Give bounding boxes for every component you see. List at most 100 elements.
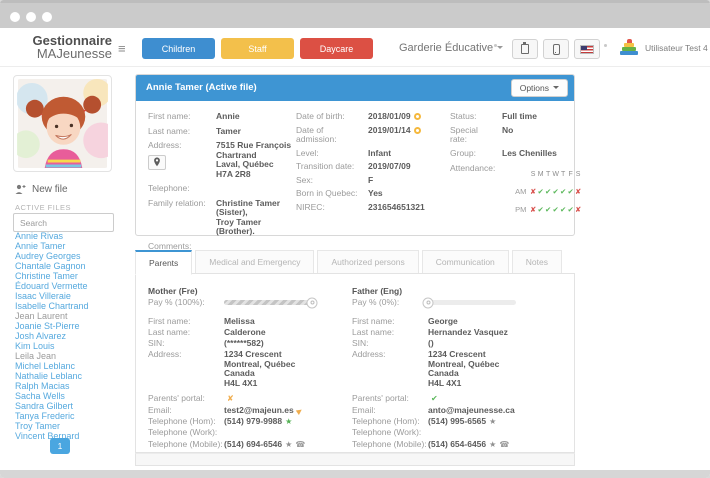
pay-percent-slider[interactable] [422,297,516,309]
active-file-link[interactable]: Ralph Macias [15,381,70,391]
tab-authorized[interactable]: Authorized persons [317,250,419,274]
field-label: Telephone (Hom): [352,415,420,426]
tabs-panel: Parents Medical and Emergency Authorized p… [135,250,575,466]
details-column-status: Status: Full time Special rate: No Group: Les… [450,111,581,217]
user-menu[interactable]: Utilisateur Test 4 [645,43,710,53]
main-nav: Children Staff Daycare [142,38,373,59]
active-file-link[interactable]: Édouard Vermette [15,281,88,291]
search-input[interactable] [13,213,114,232]
options-button[interactable]: Options [510,79,568,97]
field-label: Last name: [148,125,191,136]
window-control-dot[interactable] [42,12,52,22]
mobile-icon [552,43,560,55]
field-value: No [502,124,514,135]
active-file-link[interactable]: Vincent Bernard [15,431,80,441]
window-control-dot[interactable] [10,12,20,22]
tab-medical[interactable]: Medical and Emergency [195,250,315,274]
new-file-button[interactable]: New file [15,184,68,195]
nav-button-staff[interactable]: Staff [221,38,294,59]
field-value [216,184,296,193]
separator-dot [604,44,607,47]
field-label: First name: [148,315,191,326]
check-mark-icon: ✔ [552,205,559,214]
field-value: Melissa [224,315,255,326]
field-value: Hernandez Vasquez [428,326,508,337]
field-label: Telephone (Mobile): [352,438,427,449]
field-value: 1234 Crescent Montreal, Québec Canada H4L 4… [224,349,296,388]
active-files-list: Annie Rivas Annie Tamer Audrey Georges Chan… [15,231,125,441]
daycare-selector-label: Garderie Éducative [399,42,494,54]
tab-communication[interactable]: Communication [421,250,509,274]
mother-title: Mother (Fre) [148,286,198,296]
field-value: 1234 Crescent Montreal, Québec Canada H4L 4… [428,349,500,388]
window-control-dot[interactable] [26,12,36,22]
active-file-link[interactable]: Annie Tamer [15,241,66,251]
check-mark-icon: ✔ [567,205,574,214]
field-value: (514) 995-6565 [428,416,552,427]
mother-details: First name: Melissa Last name: Calderone SIN… [148,315,348,450]
attendance-label: Attendance: [450,163,496,173]
active-file-link: Leila Jean [15,351,57,361]
field-value: George [428,315,458,326]
file-panel-header: Annie Tamer (Active file) Options [136,75,574,101]
logo-line2: MAJeunesse [36,46,112,61]
father-title: Father (Eng) [352,286,403,296]
field-value: Annie [216,111,240,121]
slider-handle[interactable] [306,297,318,309]
file-panel-title: Annie Tamer (Active file) [146,82,257,93]
active-file-link[interactable]: Sacha Wells [15,391,65,401]
majeunesse-pyramid-logo-icon [620,39,638,55]
field-label: Born in Quebec: [296,188,358,198]
user-menu-label: Utilisateur Test 4 [645,43,708,53]
field-label: NIREC: [296,201,325,212]
map-pin-button[interactable] [148,154,166,170]
active-file-link[interactable]: Troy Tamer [15,421,61,431]
window-bottom-edge [0,470,710,478]
menu-icon[interactable]: ≡ [118,41,126,56]
child-file-panel: Annie Tamer (Active file) Options First … [135,74,581,250]
field-label: Telephone (Hom): [148,415,216,426]
active-file-link[interactable]: Michel Leblanc [15,361,76,371]
field-value: Infant [368,147,392,158]
history-icon [413,126,421,134]
mobile-button[interactable] [543,39,569,59]
tab-notes[interactable]: Notes [511,250,563,274]
daycare-selector[interactable]: Garderie Éducative [399,42,504,54]
nav-button-daycare[interactable]: Daycare [300,38,373,59]
active-file-link[interactable]: Christine Tamer [15,271,78,281]
slider-handle[interactable] [422,297,434,309]
check-mark-icon: ✔ [559,187,567,196]
separator-dot [494,44,497,47]
star-icon [285,441,292,449]
details-column-dates: Date of birth: 2018/01/09 Date of admissio… [296,111,446,212]
check-mark-icon: ✔ [559,205,567,214]
field-value: Calderone [224,326,266,337]
active-file-link: Jean Laurent [15,311,68,321]
active-file-link[interactable]: Chantale Gagnon [15,261,86,271]
field-label: SIN: [148,338,165,349]
active-file-link[interactable]: Isabelle Chartrand [15,301,89,311]
x-mark-icon: ✘ [529,205,537,214]
active-file-link[interactable]: Tanya Frederic [15,411,75,421]
us-flag-icon [580,44,594,54]
pay-percent-slider[interactable] [224,297,318,309]
field-label: Telephone: [148,183,190,193]
father-section: Father (Eng) Pay % (0%): First name: Geor… [352,286,552,449]
nav-button-children[interactable]: Children [142,38,215,59]
active-file-link[interactable]: Isaac Villeraie [15,291,71,301]
active-file-link[interactable]: Sandra Gilbert [15,401,74,411]
field-value [428,428,552,438]
active-file-link[interactable]: Nathalie Leblanc [15,371,83,381]
us-flag-button[interactable] [574,39,600,59]
star-green-icon [285,418,292,426]
active-file-link[interactable]: Joanie St-Pierre [15,321,80,331]
active-file-link[interactable]: Josh Alvarez [15,331,67,341]
active-file-link[interactable]: Annie Rivas [15,231,64,241]
tab-parents[interactable]: Parents [135,250,193,275]
active-file-link[interactable]: Audrey Georges [15,251,81,261]
pagination-page-1-button[interactable]: 1 [50,438,70,454]
active-file-link[interactable]: Kim Louis [15,341,55,351]
check-mark-icon: ✔ [552,187,559,196]
clipboard-button[interactable] [512,39,538,59]
